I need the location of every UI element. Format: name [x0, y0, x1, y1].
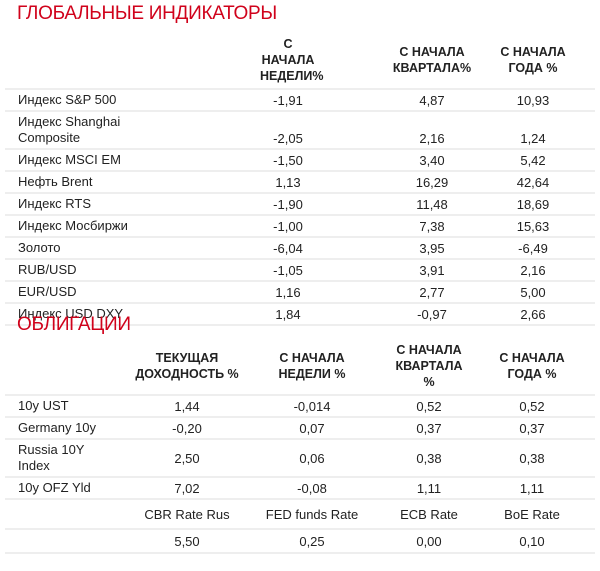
cell-year: -6,49 [518, 240, 548, 256]
rate-value: 5,50 [174, 533, 200, 549]
cell-week: 0,06 [299, 450, 325, 466]
global-indicators-table: С НАЧАЛА НЕДЕЛИ% С НАЧАЛА КВАРТАЛА% С НА… [5, 36, 595, 326]
cell-quarter: 3,91 [419, 262, 445, 278]
cell-quarter: 3,40 [419, 152, 445, 168]
header-year: С НАЧАЛА ГОДА % [499, 351, 565, 381]
row-name: Russia 10Y Index [18, 442, 85, 473]
header-week: С НАЧАЛА НЕДЕЛИ% [260, 37, 324, 83]
cell-quarter: 3,95 [419, 240, 445, 256]
cell-year: 0,52 [519, 398, 545, 414]
row-name: Нефть Brent [18, 174, 93, 189]
cell-year: 18,69 [516, 196, 550, 212]
cell-year: 5,00 [520, 284, 546, 300]
table-row: Золото -6,04 3,95 -6,49 [5, 238, 595, 260]
table-row: Нефть Brent 1,13 16,29 42,64 [5, 172, 595, 194]
header-quarter: С НАЧАЛА КВАРТАЛА% [392, 45, 472, 75]
cell-year: 1,11 [519, 480, 545, 496]
cell-year: 2,16 [520, 262, 546, 278]
cell-week: 1,16 [275, 284, 301, 300]
table-row: Индекс S&P 500 -1,91 4,87 10,93 [5, 90, 595, 112]
table-row: Индекс Мосбиржи -1,00 7,38 15,63 [5, 216, 595, 238]
bonds-title: ОБЛИГАЦИИ [17, 314, 131, 335]
cell-week: -0,014 [293, 398, 331, 414]
table-header: ТЕКУЩАЯ ДОХОДНОСТЬ % С НАЧАЛА НЕДЕЛИ % С… [5, 342, 595, 396]
header-quarter: С НАЧАЛА КВАРТАЛА % [395, 343, 463, 389]
table-row: 10y OFZ Yld 7,02 -0,08 1,11 1,11 [5, 478, 595, 500]
row-name: 10y UST [18, 398, 69, 413]
row-name: Индекс RTS [18, 196, 92, 211]
cell-week: -2,05 [273, 131, 303, 146]
row-name: EUR/USD [18, 284, 77, 299]
row-name: Индекс Мосбиржи [18, 218, 128, 233]
table-row: RUB/USD -1,05 3,91 2,16 [5, 260, 595, 282]
cell-quarter: 1,11 [416, 480, 442, 496]
cell-quarter: 11,48 [416, 196, 448, 212]
row-name: Индекс USD DXY [18, 306, 124, 321]
cell-yield: 7,02 [174, 480, 200, 496]
cell-week: 1,84 [275, 306, 301, 322]
table-header: С НАЧАЛА НЕДЕЛИ% С НАЧАЛА КВАРТАЛА% С НА… [5, 36, 595, 90]
cell-week: -1,05 [273, 262, 303, 278]
table-row: Germany 10y -0,20 0,07 0,37 0,37 [5, 418, 595, 440]
row-name: Золото [18, 240, 61, 255]
cell-quarter: 16,29 [415, 174, 449, 190]
cell-year: 10,93 [516, 92, 550, 108]
row-name: Индекс S&P 500 [18, 92, 117, 107]
cell-yield: 1,44 [174, 398, 200, 414]
cell-year: 5,42 [520, 152, 546, 168]
cell-year: 42,64 [516, 174, 550, 190]
rate-label: FED funds Rate [265, 506, 359, 522]
row-name: 10y OFZ Yld [18, 480, 91, 495]
cell-year: 0,38 [519, 450, 545, 466]
table-row: Russia 10Y Index 2,50 0,06 0,38 0,38 [5, 440, 595, 478]
cell-week: -1,00 [273, 218, 303, 234]
row-name: Germany 10y [18, 420, 97, 435]
cell-week: -1,90 [273, 196, 303, 212]
rate-value: 0,25 [299, 533, 325, 549]
rates-label-row: CBR Rate Rus FED funds Rate ECB Rate BoE… [5, 500, 595, 530]
row-name: RUB/USD [18, 262, 77, 277]
global-indicators-title: ГЛОБАЛЬНЫЕ ИНДИКАТОРЫ [17, 3, 277, 24]
cell-quarter: 0,37 [416, 420, 442, 436]
cell-yield: -0,20 [172, 420, 202, 436]
table-row: Индекс RTS -1,90 11,48 18,69 [5, 194, 595, 216]
cell-year: 1,24 [520, 131, 546, 146]
cell-week: -1,50 [273, 152, 303, 168]
cell-quarter: 0,38 [416, 450, 442, 466]
table-row: Индекс USD DXY 1,84 -0,97 2,66 [5, 304, 595, 326]
row-name: Индекс MSCI EM [18, 152, 121, 167]
table-row: Индекс Shanghai Composite -2,05 2,16 1,24 [5, 112, 595, 150]
cell-yield: 2,50 [174, 450, 200, 466]
cell-quarter: 2,16 [419, 131, 445, 146]
cell-week: 0,07 [299, 420, 325, 436]
cell-year: 0,37 [519, 420, 545, 436]
table-row: Индекс MSCI EM -1,50 3,40 5,42 [5, 150, 595, 172]
bonds-table: ТЕКУЩАЯ ДОХОДНОСТЬ % С НАЧАЛА НЕДЕЛИ % С… [5, 342, 595, 554]
rate-label: CBR Rate Rus [144, 506, 230, 522]
cell-year: 15,63 [516, 218, 550, 234]
cell-week: 1,13 [275, 174, 301, 190]
cell-quarter: -0,97 [417, 306, 447, 322]
table-row: EUR/USD 1,16 2,77 5,00 [5, 282, 595, 304]
cell-quarter: 7,38 [419, 218, 445, 234]
header-yield: ТЕКУЩАЯ ДОХОДНОСТЬ % [135, 351, 239, 381]
header-week: С НАЧАЛА НЕДЕЛИ % [278, 351, 346, 381]
row-name: Индекс Shanghai Composite [18, 114, 121, 145]
rate-value: 0,00 [416, 533, 442, 549]
cell-week: -1,91 [273, 92, 303, 108]
rates-value-row: 5,50 0,25 0,00 0,10 [5, 530, 595, 554]
cell-week: -0,08 [297, 480, 327, 496]
cell-week: -6,04 [273, 240, 303, 256]
rate-label: BoE Rate [504, 506, 560, 522]
cell-quarter: 4,87 [419, 92, 445, 108]
header-year: С НАЧАЛА ГОДА % [500, 45, 566, 75]
cell-quarter: 0,52 [416, 398, 442, 414]
cell-year: 2,66 [520, 306, 546, 322]
table-row: 10y UST 1,44 -0,014 0,52 0,52 [5, 396, 595, 418]
cell-quarter: 2,77 [419, 284, 445, 300]
rate-value: 0,10 [519, 533, 545, 549]
rate-label: ECB Rate [400, 506, 458, 522]
